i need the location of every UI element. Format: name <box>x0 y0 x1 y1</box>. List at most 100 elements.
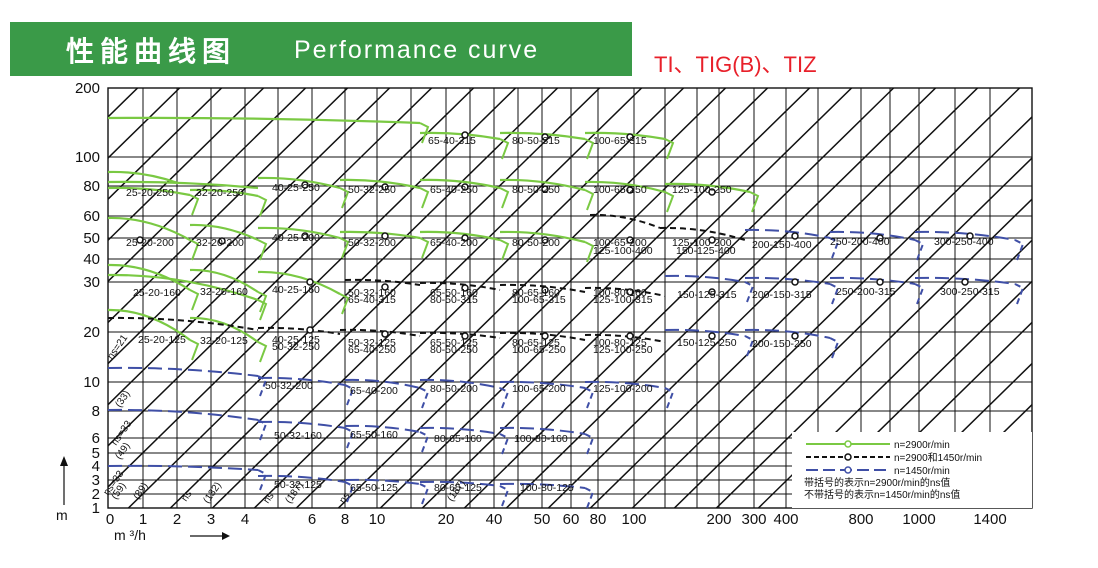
pump-curve <box>584 180 666 194</box>
pump-model-label: 40-25-160 <box>272 284 320 296</box>
curve-marker <box>791 232 799 240</box>
y-tick-label: 20 <box>83 324 100 341</box>
pump-curve <box>419 178 501 190</box>
pump-curve-end <box>584 241 595 263</box>
pump-curve <box>829 230 916 241</box>
curve-marker <box>626 236 634 244</box>
x-tick-label: 100 <box>621 511 646 528</box>
ns-label: (33) <box>113 389 132 410</box>
ns-line <box>715 198 1032 508</box>
x-tick-label: 1 <box>139 511 147 528</box>
pump-curve <box>584 380 666 389</box>
pump-curve <box>107 273 259 302</box>
x-tick-label: 60 <box>563 511 580 528</box>
pump-curve <box>744 228 831 239</box>
pump-curve <box>419 378 501 389</box>
pump-curve <box>499 178 586 192</box>
pump-curve <box>189 223 259 241</box>
pump-curve-end <box>257 239 268 261</box>
x-tick-label: 4 <box>241 511 249 528</box>
pump-curve <box>499 482 586 489</box>
pump-model-label: 80-65-160 <box>512 287 560 299</box>
pump-model-label: 250-200-315 <box>836 286 896 298</box>
pump-curve <box>257 326 341 335</box>
title-banner: 性能曲线图 Performance curve <box>10 22 632 76</box>
ns-line <box>108 88 433 406</box>
pump-model-label: 32-20-160 <box>200 286 248 298</box>
pump-model-label: 50-32-160 <box>348 287 396 299</box>
pump-curve <box>829 276 916 285</box>
curve-marker <box>301 232 309 240</box>
pump-curve <box>107 263 191 291</box>
pump-model-label: 25-20-250 <box>126 187 174 199</box>
pump-model-label: 80-50-315 <box>430 294 478 306</box>
pump-curve-end <box>829 283 840 305</box>
pump-curve <box>419 281 501 291</box>
pump-model-label: 150-125-400 <box>676 245 736 257</box>
pump-curve <box>107 308 191 341</box>
ns-label: ns=21 <box>105 333 130 362</box>
pump-model-label: 25-20-200 <box>126 237 174 249</box>
pump-curve <box>589 213 661 229</box>
pump-model-label: 200-150-250 <box>752 338 812 350</box>
y-tick-label: 3 <box>92 472 100 489</box>
ns-line <box>108 88 181 160</box>
pump-curve-end <box>339 293 350 315</box>
pump-curve <box>189 188 259 198</box>
curve-marker <box>306 326 314 334</box>
ns-line <box>127 88 559 508</box>
curve-marker <box>626 186 634 194</box>
y-axis-label: m <box>56 507 68 523</box>
ns-line <box>108 88 517 488</box>
ns-label: ns <box>261 491 276 506</box>
y-tick-label: 5 <box>92 445 100 462</box>
y-tick-label: 80 <box>83 178 100 195</box>
curve-marker <box>306 278 314 286</box>
pump-curve <box>419 480 501 487</box>
pump-curve-end <box>339 237 350 259</box>
pump-curve <box>339 230 421 240</box>
pump-model-label: 80-50-315 <box>512 135 560 147</box>
curve-marker <box>541 286 549 294</box>
pump-curve-end <box>499 138 510 160</box>
pump-curve-end <box>189 194 200 216</box>
pump-curve-end <box>344 481 355 503</box>
curve-marker <box>541 133 549 141</box>
pump-model-label: 80-50-200 <box>430 383 478 395</box>
pump-curve <box>107 316 259 331</box>
curve-marker <box>461 284 469 292</box>
pump-curve-end <box>344 384 355 406</box>
curve-marker <box>876 234 884 242</box>
pump-model-label: 50-32-200 <box>265 380 313 392</box>
pump-model-label: 100-65-250 <box>593 184 647 196</box>
pump-model-label: 100-65-315 <box>512 294 566 306</box>
pump-model-label: 150-125-250 <box>677 337 737 349</box>
pump-model-label: 100-65-200 <box>593 237 647 249</box>
pump-curve <box>584 131 666 141</box>
pump-curve <box>744 328 831 339</box>
pump-model-label: 50-32-160 <box>274 430 322 442</box>
x-tick-label: 2 <box>173 511 181 528</box>
pump-curve <box>257 176 341 190</box>
x-tick-label: 0 <box>106 511 114 528</box>
pump-model-label: 150-125-315 <box>677 289 737 301</box>
pump-model-label: 200-150-400 <box>752 239 812 251</box>
curve-marker <box>381 183 389 191</box>
pump-model-label: 80-50-250 <box>512 184 560 196</box>
pump-model-label: 125-100-315 <box>593 294 653 306</box>
ns-line <box>1032 68 1098 528</box>
curve-marker <box>136 236 144 244</box>
pump-curve-end <box>749 191 760 213</box>
pump-curve <box>499 230 586 244</box>
y-axis-arrowhead <box>60 456 68 466</box>
pump-curve-end <box>419 387 430 409</box>
curve-marker <box>626 133 634 141</box>
curve-marker <box>381 330 389 338</box>
pump-curve-end <box>584 487 595 509</box>
pump-model-label: 50-32-125 <box>348 337 396 349</box>
pump-curve <box>107 116 421 125</box>
pump-model-label: 125-100-400 <box>593 245 653 257</box>
pump-model-label: 100-65-200 <box>512 383 566 395</box>
pump-model-label: 50-32-250 <box>272 341 320 353</box>
